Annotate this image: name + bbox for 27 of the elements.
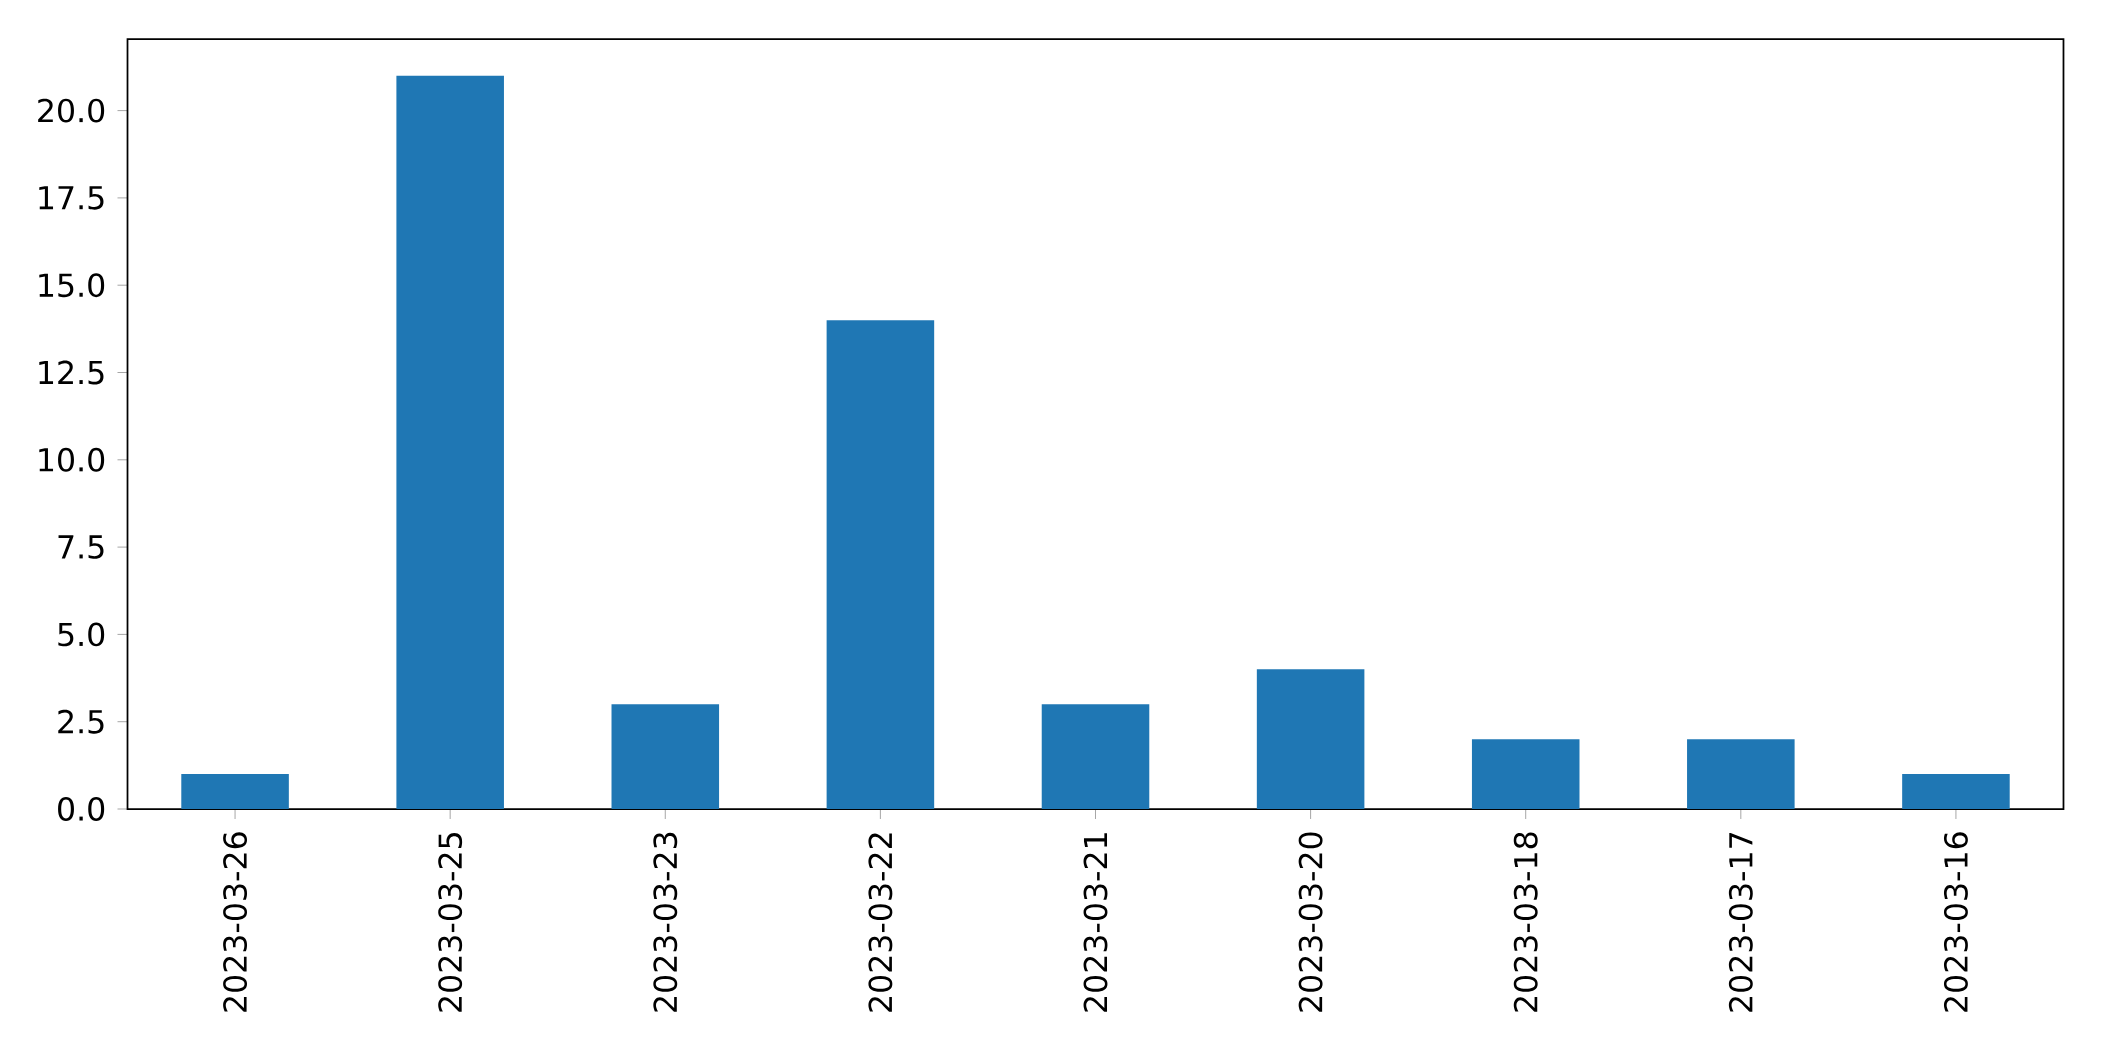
x-tick-label: 2023-03-25 (438, 833, 463, 1012)
y-tick-label: 17.5 (39, 186, 104, 210)
y-tick-label: 7.5 (58, 535, 104, 559)
x-tick-label: 2023-03-22 (868, 833, 893, 1012)
x-tick-label: 2023-03-20 (1298, 832, 1323, 1012)
bar (396, 75, 504, 810)
x-tick-label: 2023-03-18 (1513, 832, 1538, 1012)
bar (1256, 669, 1365, 810)
x-tick-label: 2023-03-23 (653, 832, 678, 1012)
bar (1041, 704, 1150, 810)
y-tick-label: 15.0 (39, 273, 105, 298)
bar (1902, 774, 2010, 810)
y-tick-label: 0.0 (58, 797, 105, 821)
y-tick-label: 5.0 (58, 622, 105, 647)
bar (611, 704, 720, 810)
bar (1471, 739, 1580, 810)
y-tick-label: 2.5 (58, 709, 104, 734)
bar (826, 320, 935, 810)
x-tick-label: 2023-03-26 (223, 832, 248, 1012)
x-tick-label: 2023-03-16 (1943, 832, 1968, 1012)
y-tick-label: 20.0 (38, 98, 105, 123)
bar (181, 774, 289, 810)
bar (1687, 739, 1795, 810)
y-tick-label: 12.5 (39, 360, 104, 385)
x-tick-label: 2023-03-17 (1728, 833, 1753, 1012)
x-tick-label: 2023-03-21 (1083, 833, 1108, 1012)
y-tick-label: 10.0 (39, 447, 105, 472)
